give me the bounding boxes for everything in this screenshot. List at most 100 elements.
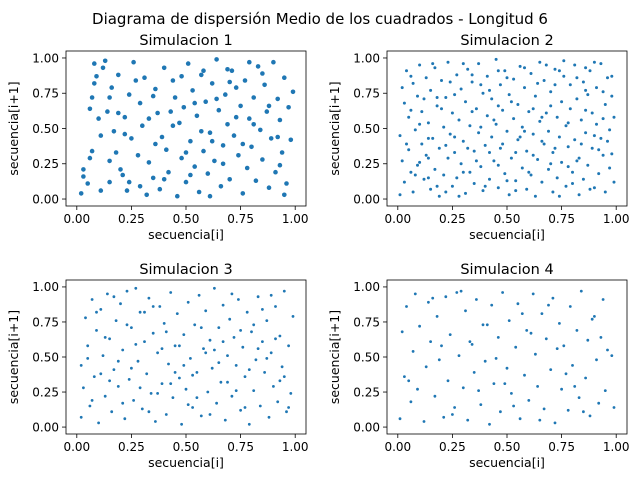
data-point — [217, 361, 221, 364]
data-point — [135, 153, 141, 158]
data-point — [505, 366, 509, 370]
subplot-title: Simulacion 1 — [139, 33, 232, 49]
data-point — [126, 92, 132, 97]
data-point — [446, 156, 450, 160]
data-point — [252, 323, 256, 327]
data-point — [191, 406, 195, 409]
data-point — [160, 382, 164, 385]
data-point — [90, 399, 94, 402]
data-point — [566, 121, 570, 125]
x-tick-label: 0.00 — [384, 440, 411, 454]
data-point — [608, 166, 612, 170]
data-point — [481, 189, 485, 193]
data-point — [136, 359, 140, 363]
data-point — [183, 150, 189, 155]
data-point — [420, 110, 424, 114]
y-tick-label: 0.50 — [32, 122, 59, 136]
data-point — [496, 163, 500, 167]
data-point — [453, 135, 457, 139]
data-point — [429, 187, 433, 191]
data-point — [472, 371, 476, 374]
data-point — [533, 194, 537, 198]
data-point — [160, 347, 164, 350]
data-point — [549, 368, 553, 371]
data-point — [92, 81, 97, 86]
y-tick-label: 0.00 — [32, 192, 59, 206]
data-point — [266, 103, 272, 109]
data-point — [595, 358, 598, 362]
data-point — [442, 173, 446, 177]
data-point — [514, 179, 518, 183]
data-point — [405, 142, 408, 146]
data-point — [562, 74, 566, 78]
data-point — [547, 129, 550, 133]
data-point — [120, 172, 125, 178]
data-point — [199, 326, 203, 329]
data-point — [577, 156, 581, 160]
data-point — [220, 161, 226, 167]
data-point — [606, 76, 609, 80]
data-point — [555, 115, 559, 119]
data-point — [416, 94, 419, 98]
data-point — [230, 292, 234, 296]
data-point — [284, 181, 289, 186]
y-tick-label: 1.00 — [32, 51, 59, 65]
data-point — [514, 151, 518, 154]
y-tick-label: 0.50 — [353, 350, 380, 364]
data-point — [145, 372, 149, 376]
data-point — [168, 109, 173, 114]
data-point — [156, 351, 160, 355]
data-point — [459, 289, 463, 293]
data-point — [459, 162, 463, 166]
data-point — [87, 155, 93, 161]
data-point — [608, 128, 612, 132]
data-point — [264, 109, 270, 114]
data-point — [516, 138, 520, 142]
data-point — [490, 135, 494, 139]
data-point — [247, 422, 251, 426]
data-point — [518, 135, 522, 139]
data-point — [468, 124, 472, 128]
data-point — [273, 169, 278, 175]
y-tick-label: 0.75 — [353, 87, 380, 101]
data-point — [398, 193, 402, 197]
data-point — [514, 189, 518, 193]
data-point — [453, 406, 456, 409]
data-point — [455, 176, 459, 180]
data-point — [228, 317, 232, 321]
data-point — [461, 170, 465, 174]
data-point — [267, 415, 271, 419]
data-point — [266, 185, 272, 190]
data-point — [199, 72, 204, 78]
data-point — [536, 385, 539, 388]
x-axis-label: secuencia[i] — [469, 455, 545, 470]
data-point — [470, 73, 474, 77]
data-point — [437, 146, 441, 150]
data-point — [186, 300, 190, 304]
data-point — [79, 415, 83, 419]
data-point — [435, 96, 439, 99]
data-point — [150, 93, 156, 99]
data-point — [573, 138, 577, 142]
data-point — [122, 114, 128, 120]
data-point — [144, 192, 149, 198]
subplot-1: Simulacion 1 0.00 0.25 0.50 0.75 1.00 0.00 0.25… — [6, 33, 309, 242]
data-point — [573, 385, 577, 388]
plot-frame — [65, 279, 307, 435]
data-point — [85, 181, 90, 186]
data-point — [422, 177, 426, 181]
x-tick-label: 0.00 — [63, 212, 90, 226]
data-point — [582, 410, 585, 414]
x-tick-label: 0.25 — [439, 440, 466, 454]
data-point — [560, 160, 564, 164]
data-point — [122, 131, 128, 137]
data-point — [277, 162, 283, 168]
data-point — [481, 91, 485, 95]
data-point — [424, 76, 428, 80]
data-point — [107, 158, 112, 164]
data-point — [249, 144, 254, 150]
data-point — [485, 114, 489, 118]
x-tick-label: 0.50 — [173, 212, 200, 226]
data-point — [204, 351, 208, 355]
data-point — [536, 158, 540, 161]
